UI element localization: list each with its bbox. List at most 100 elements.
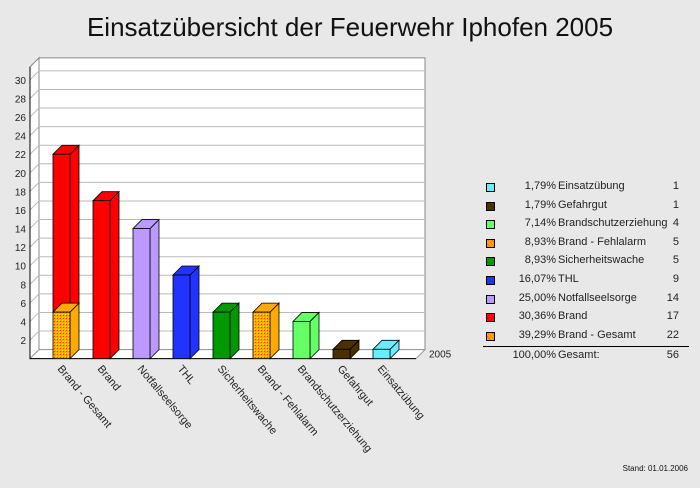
- bar: [172, 274, 191, 359]
- bar: [332, 348, 351, 359]
- legend-label: Brand: [558, 310, 588, 323]
- bar: [132, 228, 151, 359]
- bar: [252, 311, 271, 359]
- legend-item: 30,36% Brand 17: [483, 310, 689, 329]
- gridline: [29, 88, 425, 99]
- legend-percent: 7,14%: [524, 217, 556, 230]
- legend-count: 1: [672, 180, 679, 192]
- x-tick-label: Gefahrgut: [335, 363, 376, 408]
- legend-label: Gefahrgut: [558, 198, 607, 211]
- legend-label: Brandschutzerziehung: [558, 217, 668, 230]
- gridline: [29, 107, 425, 118]
- legend-item: 25,00% Notfallseelsorge 14: [483, 292, 689, 311]
- x-tick-label: Einsatzübung: [375, 363, 427, 422]
- chart-title: Einsatzübersicht der Feuerwehr Iphofen 2…: [86, 12, 614, 42]
- bar-side: [189, 265, 200, 360]
- bar-side: [229, 302, 240, 360]
- legend-item: 7,14% Brandschutzerziehung 4: [483, 217, 689, 236]
- legend-swatch: [486, 275, 495, 285]
- legend-count: 9: [672, 272, 679, 285]
- legend-count: 17: [666, 310, 679, 323]
- legend-item: 39,29% Brand - Gesamt 22: [483, 329, 689, 348]
- bar-side: [149, 218, 160, 360]
- gridline: [29, 181, 425, 192]
- legend-count: 4: [672, 217, 679, 230]
- legend-total-count: 56: [666, 349, 679, 362]
- legend-label: Notfallseelsorge: [558, 291, 637, 304]
- legend-swatch: [486, 238, 495, 248]
- legend-item: 1,79% Gefahrgut 1: [483, 199, 689, 218]
- legend-swatch: [486, 331, 495, 341]
- legend-count: 5: [672, 235, 679, 248]
- legend-total-label: Gesamt:: [558, 349, 600, 362]
- gridline: [29, 163, 425, 174]
- legend-item: 1,79% Einsatzübung 1: [483, 180, 689, 199]
- legend-count: 1: [672, 198, 679, 211]
- y-tick-label: 28: [15, 94, 27, 105]
- y-tick-label: 10: [15, 262, 27, 273]
- legend-percent: 25,00%: [518, 291, 556, 304]
- legend-label: Sicherheitswache: [558, 254, 645, 267]
- legend: 1,79% Einsatzübung 1 1,79% Gefahrgut 1 7,14% Br…: [483, 180, 689, 367]
- y-tick-label: 4: [20, 317, 26, 328]
- gridline: [29, 256, 425, 267]
- gridline: [29, 70, 425, 81]
- y-tick-label: 26: [15, 113, 27, 124]
- gridline: [29, 144, 425, 155]
- gridline: [29, 274, 425, 285]
- bar: [372, 348, 391, 359]
- legend-label: Brand - Fehlalarm: [558, 235, 647, 248]
- series-label: 2005: [429, 350, 452, 361]
- bar-side: [109, 190, 120, 360]
- bar-segment: [52, 311, 71, 359]
- y-tick-label: 24: [15, 132, 27, 143]
- y-tick-label: 12: [15, 243, 27, 254]
- x-tick-label: Brandschutzerziehung: [295, 363, 375, 455]
- gridline: [29, 200, 425, 211]
- legend-percent: 8,93%: [524, 254, 556, 267]
- legend-count: 5: [672, 254, 679, 267]
- bar-segment: [52, 153, 71, 313]
- gridline: [29, 311, 425, 322]
- bar-side: [269, 302, 280, 360]
- legend-total: 100,00% Gesamt: 56: [483, 346, 689, 367]
- gridline: [29, 237, 425, 248]
- y-tick-label: 2: [20, 336, 26, 347]
- y-tick-label: 18: [15, 187, 27, 198]
- legend-swatch: [486, 294, 495, 304]
- legend-percent: 8,93%: [524, 235, 556, 248]
- legend-percent: 30,36%: [518, 310, 556, 323]
- y-tick-label: 16: [15, 206, 27, 217]
- y-tick-label: 6: [20, 299, 26, 310]
- y-tick-label: 22: [15, 150, 27, 161]
- bar-segment-side: [69, 302, 80, 360]
- legend-swatch: [486, 313, 495, 323]
- legend-label: Brand - Gesamt: [558, 328, 636, 341]
- gridline: [29, 293, 425, 304]
- legend-total-percent: 100,00%: [512, 349, 556, 362]
- gridline: [29, 126, 425, 136]
- x-tick-label: Brand: [95, 363, 123, 393]
- y-tick-label: 20: [15, 169, 27, 180]
- bar: [92, 200, 111, 359]
- bar-segment-side: [69, 144, 80, 314]
- legend-percent: 1,79%: [524, 198, 556, 211]
- legend-percent: 39,29%: [518, 328, 556, 341]
- gridline: [29, 219, 425, 229]
- legend-label: Einsatzübung: [558, 180, 625, 192]
- legend-item: 16,07% THL 9: [483, 273, 689, 292]
- legend-swatch: [486, 257, 495, 267]
- legend-label: THL: [558, 272, 579, 285]
- legend-item: 8,93% Brand - Fehlalarm 5: [483, 236, 689, 255]
- x-tick-label: THL: [175, 363, 198, 387]
- legend-count: 14: [666, 291, 679, 304]
- legend-percent: 1,79%: [524, 180, 556, 192]
- legend-swatch: [486, 201, 495, 211]
- y-tick-label: 30: [15, 76, 27, 87]
- legend-count: 22: [666, 328, 679, 341]
- legend-item: 8,93% Sicherheitswache 5: [483, 254, 689, 273]
- legend-swatch: [486, 183, 495, 192]
- legend-swatch: [486, 220, 495, 230]
- legend-percent: 16,07%: [518, 272, 556, 285]
